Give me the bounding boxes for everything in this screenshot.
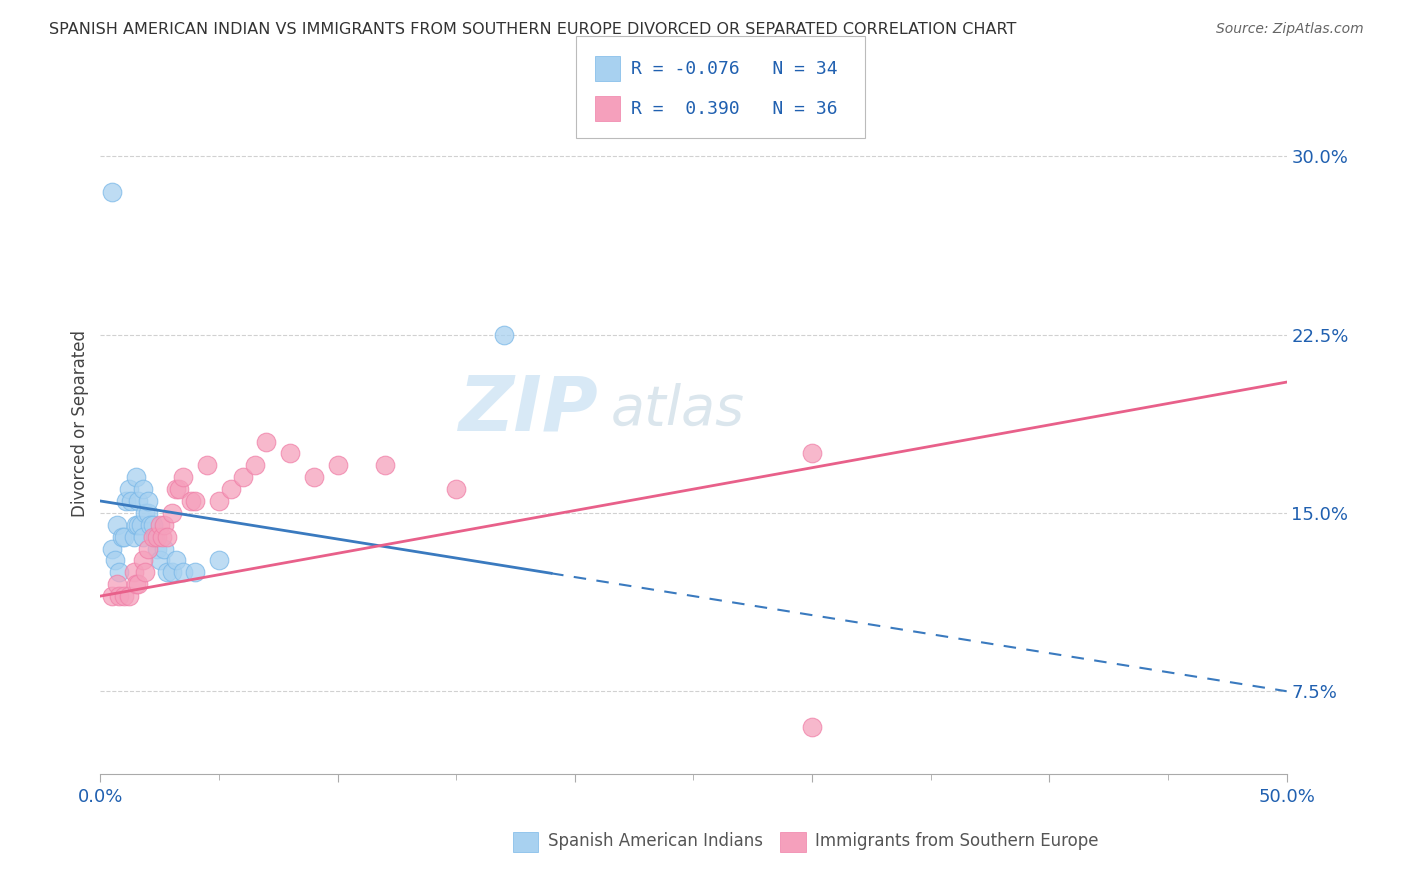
Text: ZIP: ZIP [458, 373, 599, 447]
Point [444, 482, 467, 496]
Point [172, 566, 194, 580]
Point [160, 506, 183, 520]
Point [125, 577, 148, 591]
Point [146, 530, 169, 544]
Point [125, 470, 148, 484]
Point [243, 458, 266, 473]
Y-axis label: Divorced or Separated: Divorced or Separated [72, 330, 89, 517]
Text: atlas: atlas [610, 384, 744, 436]
Point [254, 434, 277, 449]
Point [208, 494, 231, 508]
Point [108, 566, 131, 580]
Point [141, 517, 163, 532]
Text: Source: ZipAtlas.com: Source: ZipAtlas.com [1216, 22, 1364, 37]
Point [156, 530, 179, 544]
Text: R = -0.076   N = 34: R = -0.076 N = 34 [631, 60, 838, 78]
Point [122, 566, 145, 580]
Text: Immigrants from Southern Europe: Immigrants from Southern Europe [815, 832, 1099, 850]
Point [165, 553, 187, 567]
Point [139, 517, 162, 532]
Text: Spanish American Indians: Spanish American Indians [548, 832, 763, 850]
Point [232, 470, 254, 484]
Point [112, 530, 135, 544]
Point [195, 458, 218, 473]
Point [134, 566, 156, 580]
Point [146, 541, 169, 556]
Point [127, 494, 149, 508]
Point [129, 517, 152, 532]
Text: SPANISH AMERICAN INDIAN VS IMMIGRANTS FROM SOUTHERN EUROPE DIVORCED OR SEPARATED: SPANISH AMERICAN INDIAN VS IMMIGRANTS FR… [49, 22, 1017, 37]
Point [165, 482, 187, 496]
Point [153, 517, 176, 532]
Point [115, 494, 138, 508]
Point [120, 494, 142, 508]
Point [125, 517, 148, 532]
Point [150, 530, 173, 544]
Point [326, 458, 349, 473]
Point [374, 458, 396, 473]
Point [208, 553, 231, 567]
Point [101, 541, 124, 556]
Point [167, 482, 190, 496]
Point [184, 494, 207, 508]
Point [111, 530, 134, 544]
Text: R =  0.390   N = 36: R = 0.390 N = 36 [631, 100, 838, 118]
Point [122, 530, 145, 544]
Point [101, 589, 124, 603]
Point [127, 577, 149, 591]
Point [156, 566, 179, 580]
Point [219, 482, 242, 496]
Point [179, 494, 201, 508]
Point [149, 517, 172, 532]
Point [136, 506, 159, 520]
Point [127, 517, 149, 532]
Point [184, 566, 207, 580]
Point [801, 720, 824, 734]
Point [118, 482, 141, 496]
Point [112, 589, 135, 603]
Point [492, 327, 515, 342]
Point [101, 185, 124, 199]
Point [801, 446, 824, 460]
Point [103, 553, 125, 567]
Point [132, 553, 155, 567]
Point [136, 494, 159, 508]
Point [143, 530, 166, 544]
Point [118, 589, 141, 603]
Point [172, 470, 194, 484]
Point [108, 589, 131, 603]
Point [302, 470, 325, 484]
Point [160, 566, 183, 580]
Point [105, 577, 128, 591]
Point [134, 506, 156, 520]
Point [136, 541, 159, 556]
Point [278, 446, 301, 460]
Point [132, 530, 155, 544]
Point [141, 530, 163, 544]
Point [105, 517, 128, 532]
Point [132, 482, 155, 496]
Point [149, 553, 172, 567]
Point [153, 541, 176, 556]
